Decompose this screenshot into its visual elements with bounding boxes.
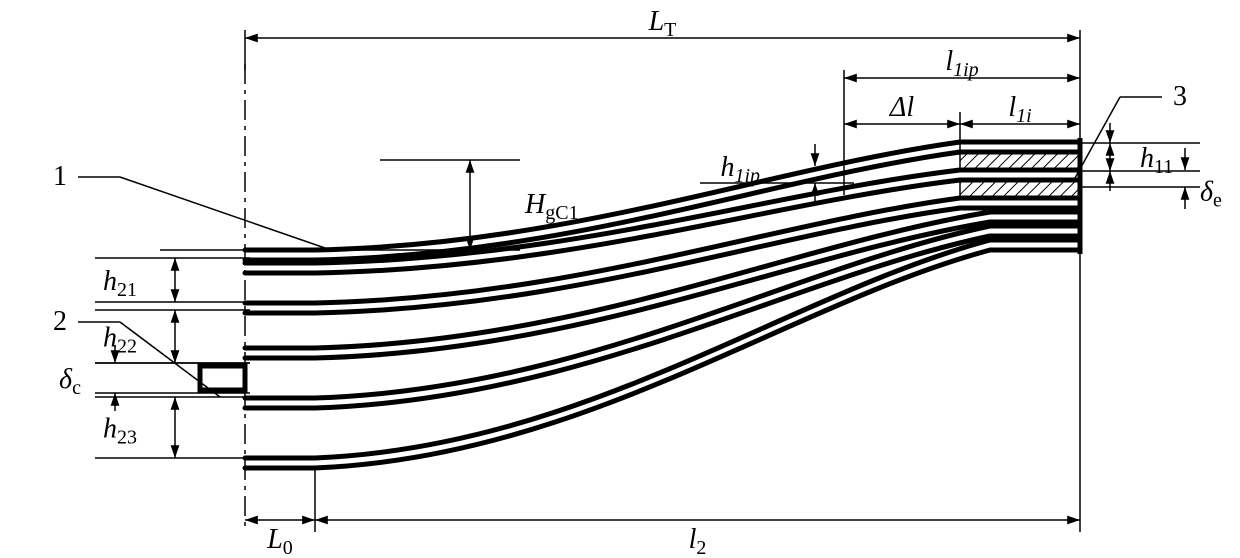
label-dl: Δl bbox=[889, 92, 914, 123]
label-HgC1: HgC1 bbox=[524, 189, 579, 224]
label-l1i: l1i bbox=[1008, 92, 1031, 127]
callout-1: 1 bbox=[53, 161, 67, 192]
arrowhead bbox=[811, 183, 820, 196]
arrowhead bbox=[1181, 187, 1190, 200]
label-h21: h21 bbox=[103, 266, 137, 301]
callout-2: 2 bbox=[53, 306, 67, 337]
arrowhead bbox=[466, 160, 475, 173]
arrowhead bbox=[302, 516, 315, 525]
arrowhead bbox=[1067, 120, 1080, 129]
arrowhead bbox=[1106, 158, 1115, 171]
label-h11: h11 bbox=[1140, 143, 1173, 178]
leaf6-bottom bbox=[245, 250, 1080, 468]
arrowhead bbox=[811, 153, 820, 166]
arrowhead bbox=[171, 397, 180, 410]
label-de: δe bbox=[1200, 177, 1222, 212]
arrowhead bbox=[960, 120, 973, 129]
label-h1ip: h1ip bbox=[720, 152, 760, 187]
callout bbox=[120, 322, 220, 397]
arrowhead bbox=[844, 120, 857, 129]
label-dc: δc bbox=[59, 364, 81, 399]
callout bbox=[120, 177, 325, 248]
callout bbox=[1075, 97, 1120, 178]
arrowhead bbox=[947, 120, 960, 129]
label-h22: h22 bbox=[103, 323, 137, 358]
arrowhead bbox=[1067, 34, 1080, 43]
label-LT: LT bbox=[648, 6, 677, 41]
arrowhead bbox=[1067, 74, 1080, 83]
arrowhead bbox=[245, 516, 258, 525]
arrowhead bbox=[1067, 516, 1080, 525]
arrowhead bbox=[1181, 157, 1190, 170]
arrowhead bbox=[1106, 130, 1115, 143]
arrowhead bbox=[171, 310, 180, 323]
label-h23: h23 bbox=[103, 414, 137, 449]
arrowhead bbox=[1106, 143, 1115, 156]
arrowhead bbox=[171, 445, 180, 458]
label-L0: L0 bbox=[266, 524, 293, 558]
arrowhead bbox=[111, 393, 120, 406]
label-l1ip: l1ip bbox=[945, 46, 978, 81]
arrowhead bbox=[844, 74, 857, 83]
arrowhead bbox=[171, 289, 180, 302]
arrowhead bbox=[171, 258, 180, 271]
label-l2: l2 bbox=[689, 524, 707, 558]
spacer-2 bbox=[960, 180, 1080, 198]
arrowhead bbox=[315, 516, 328, 525]
arrowhead bbox=[1106, 171, 1115, 184]
callout-3: 3 bbox=[1173, 81, 1187, 112]
arrowhead bbox=[245, 34, 258, 43]
spacer-1 bbox=[960, 152, 1080, 170]
